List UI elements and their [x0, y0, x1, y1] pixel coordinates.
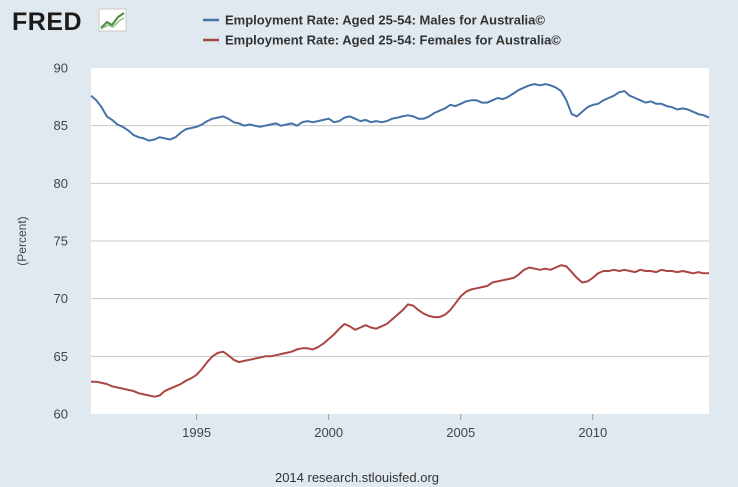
- x-tick-label-2005: 2005: [446, 425, 475, 440]
- y-tick-label-80: 80: [54, 176, 68, 191]
- y-tick-label-70: 70: [54, 291, 68, 306]
- fred-logo[interactable]: FRED: [12, 8, 127, 36]
- legend: Employment Rate: Aged 25-54: Males for A…: [203, 13, 561, 48]
- x-axis-ticks: 1995 2000 2005 2010: [182, 414, 607, 440]
- y-tick-label-75: 75: [54, 234, 68, 249]
- series-lines: [90, 83, 710, 398]
- x-tick-label-2010: 2010: [578, 425, 607, 440]
- series-line-males[interactable]: [90, 83, 710, 142]
- legend-label-males: Employment Rate: Aged 25-54: Males for A…: [225, 13, 545, 28]
- y-tick-label-65: 65: [54, 349, 68, 364]
- line-chart-icon: [98, 8, 127, 32]
- y-tick-label-85: 85: [54, 118, 68, 133]
- y-tick-label-60: 60: [54, 407, 68, 422]
- x-tick-label-1995: 1995: [182, 425, 211, 440]
- series-line-females[interactable]: [91, 264, 709, 398]
- y-axis-label: (Percent): [15, 216, 29, 265]
- y-tick-label-90: 90: [54, 61, 68, 76]
- legend-label-females: Employment Rate: Aged 25-54: Females for…: [225, 33, 561, 48]
- y-axis-ticks: 60 65 70 75 80 85 90: [54, 61, 68, 422]
- legend-item-males[interactable]: Employment Rate: Aged 25-54: Males for A…: [203, 13, 545, 28]
- source-credit[interactable]: 2014 research.stlouisfed.org: [275, 470, 439, 485]
- x-tick-label-2000: 2000: [314, 425, 343, 440]
- legend-item-females[interactable]: Employment Rate: Aged 25-54: Females for…: [203, 33, 561, 48]
- gridlines: [91, 125, 709, 357]
- logo-text: FRED: [12, 8, 82, 36]
